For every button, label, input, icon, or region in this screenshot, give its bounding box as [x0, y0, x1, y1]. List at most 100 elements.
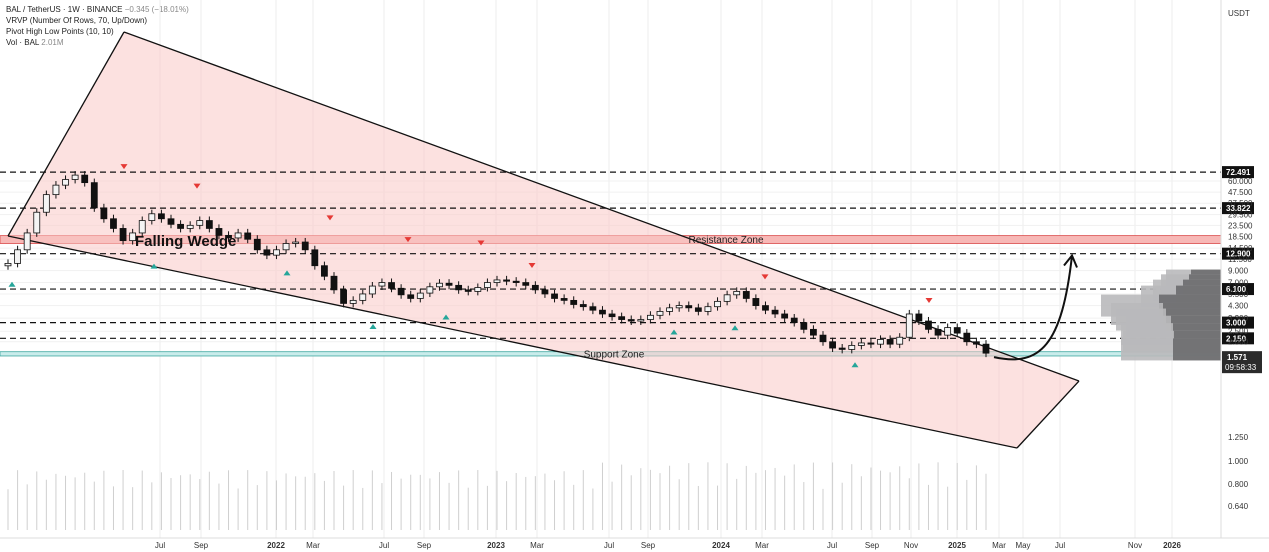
candle-body	[388, 282, 395, 289]
price-tick: 2.000	[1228, 338, 1249, 347]
candle-body	[129, 232, 137, 242]
resistance-zone-label: Resistance Zone	[688, 235, 763, 246]
candle-body	[205, 220, 213, 229]
candle-body	[666, 307, 673, 312]
time-tick: Jul	[1055, 541, 1065, 550]
candle-body	[321, 265, 328, 277]
candle-body	[244, 232, 252, 240]
candle-body	[752, 298, 760, 306]
pivot-high-marker	[326, 215, 334, 221]
projection-layer	[993, 253, 1078, 361]
time-tick: Sep	[641, 541, 656, 550]
legend-vrvp[interactable]: VRVP (Number Of Rows, 70, Up/Down)	[6, 16, 148, 25]
candle-body	[675, 305, 683, 309]
price-level-label: 2.150	[1226, 334, 1247, 343]
price-tick: 60.000	[1228, 177, 1253, 186]
legend-pivot[interactable]: Pivot High Low Points (10, 10)	[6, 27, 114, 36]
candle-body	[896, 336, 904, 345]
candle-body	[62, 179, 69, 186]
pivot-high-marker	[477, 240, 485, 246]
candle-body	[253, 238, 261, 251]
candle-body	[464, 289, 472, 292]
candle-body	[225, 234, 232, 239]
countdown-label: 09:58:33	[1225, 363, 1257, 372]
pivot-low-marker	[283, 270, 291, 276]
projection-arrow	[993, 255, 1073, 361]
time-tick: 2024	[712, 541, 730, 550]
volume-bars	[7, 462, 987, 530]
pivot-high-marker	[404, 237, 412, 243]
time-tick: Jul	[604, 541, 614, 550]
candle-body	[589, 306, 597, 311]
candle-body	[694, 307, 702, 312]
candle-body	[167, 218, 175, 225]
price-tick: 23.500	[1228, 221, 1253, 230]
legend-volume-row[interactable]: Vol · BAL 2.01M	[6, 37, 189, 48]
time-tick: Nov	[904, 541, 918, 550]
candle-body	[570, 299, 578, 305]
pivot-low-marker	[442, 314, 450, 320]
projection-arrowhead	[1063, 253, 1078, 268]
candle-body	[637, 319, 645, 322]
candle-body	[905, 313, 913, 338]
candle-body	[110, 218, 117, 229]
candle-body	[934, 328, 942, 336]
candle-body	[742, 291, 750, 299]
candle-body	[810, 328, 817, 336]
candle-body	[119, 228, 127, 242]
candle-body	[282, 243, 290, 251]
pivot-low-marker	[150, 263, 158, 269]
candle-body	[819, 334, 827, 343]
price-level-box	[1222, 202, 1254, 215]
price-tick: 14.500	[1228, 244, 1253, 253]
candle-body	[704, 306, 712, 312]
candle-body	[445, 282, 453, 286]
time-tick: Jul	[379, 541, 389, 550]
candle-body	[531, 284, 539, 291]
candle-body	[733, 291, 741, 296]
price-tick: 4.300	[1228, 302, 1249, 311]
candle-body	[963, 332, 971, 343]
time-tick: 2026	[1163, 541, 1181, 550]
candle-body	[33, 211, 41, 234]
time-tick: Mar	[755, 541, 769, 550]
current-price-box	[1222, 351, 1262, 374]
chart-legend: BAL / TetherUS · 1W · BINANCE −0.345 (−1…	[6, 4, 189, 48]
candle-body	[455, 284, 463, 291]
price-tick: 18.500	[1228, 233, 1253, 242]
pattern-label: Falling Wedge	[135, 233, 236, 250]
candle-body	[541, 289, 549, 295]
legend-symbol-row: BAL / TetherUS · 1W · BINANCE −0.345 (−1…	[6, 4, 189, 15]
candle-body	[301, 241, 309, 251]
candle-body	[982, 343, 990, 354]
candle-body	[551, 293, 558, 299]
time-tick: Nov	[1128, 541, 1142, 550]
candle-body	[560, 298, 568, 301]
price-tick: 0.640	[1228, 502, 1249, 511]
wedge-fill	[8, 32, 1079, 448]
price-tick: 29.500	[1228, 211, 1253, 220]
legend-symbol[interactable]: BAL / TetherUS · 1W · BINANCE	[6, 5, 123, 14]
candle-body	[503, 279, 510, 282]
time-tick: Sep	[194, 541, 209, 550]
falling-wedge-layer	[7, 31, 1080, 449]
time-tick: Mar	[306, 541, 320, 550]
candle-body	[330, 275, 338, 291]
price-tick: 1.250	[1228, 433, 1249, 442]
candle-body	[848, 345, 856, 350]
candle-body	[800, 322, 808, 330]
candle-body	[23, 232, 31, 251]
pivot-low-marker	[851, 362, 859, 368]
candle-body	[944, 327, 952, 336]
vrvp-bar-dark	[1173, 338, 1221, 361]
candle-body	[359, 293, 367, 301]
price-level-label: 6.100	[1226, 285, 1247, 294]
candle-body	[599, 309, 606, 315]
candle-body	[771, 309, 779, 315]
price-tick: 7.000	[1228, 279, 1249, 288]
candle-body	[52, 184, 60, 196]
candle-body	[407, 294, 415, 299]
wedge-impulse-line	[7, 31, 125, 237]
price-level-box	[1222, 166, 1254, 179]
